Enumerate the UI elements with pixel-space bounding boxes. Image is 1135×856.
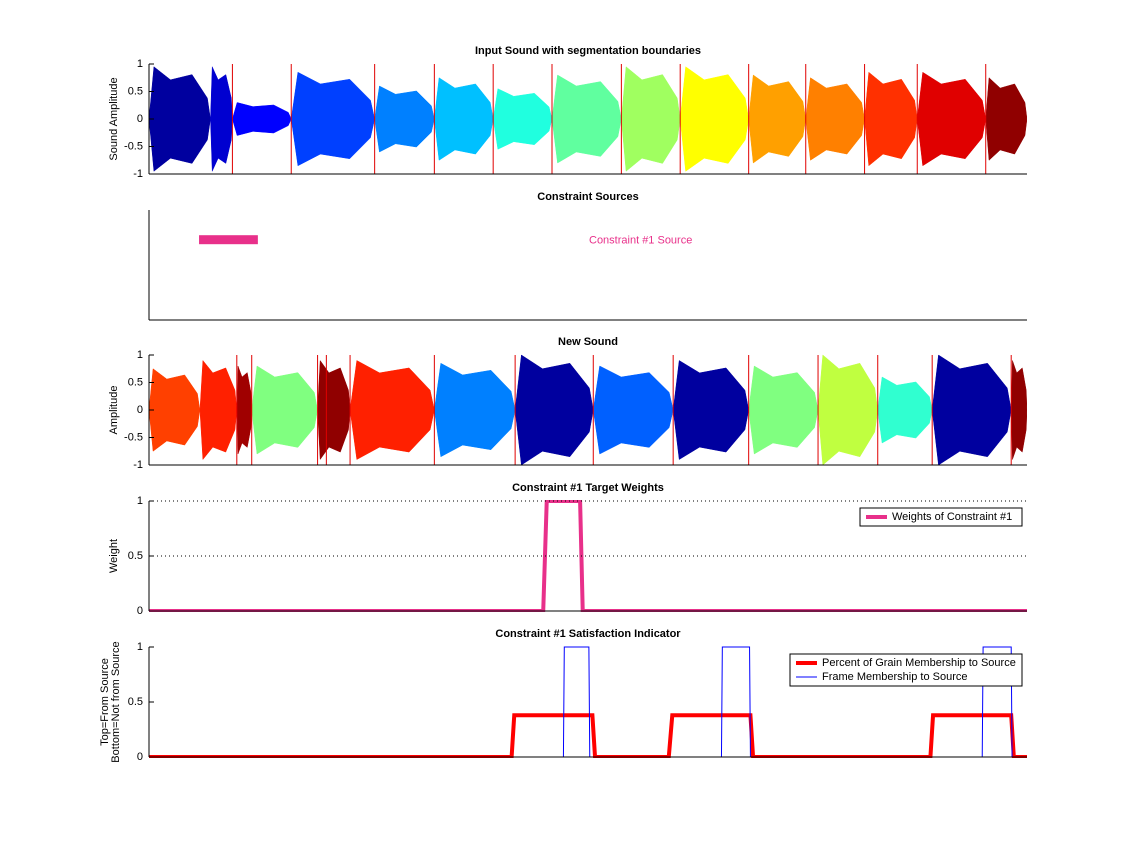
waveform-segment [621, 66, 681, 172]
waveform-segment [492, 88, 553, 150]
legend: Weights of Constraint #1 [859, 507, 1023, 527]
waveform-segment [916, 71, 986, 167]
waveform-segment [210, 66, 233, 172]
panel-title: Constraint #1 Target Weights [512, 482, 664, 494]
panel-title: Input Sound with segmentation boundaries [475, 45, 701, 57]
y-tick-label: 0.5 [128, 696, 143, 708]
waveform-segment [236, 365, 252, 455]
y-axis-label: Amplitude [108, 386, 120, 435]
y-tick-label: 0.5 [128, 376, 143, 388]
waveform-segment [593, 365, 674, 455]
waveform-segment [1010, 360, 1027, 460]
y-tick-label: 1 [137, 641, 143, 653]
waveform-segment [748, 74, 806, 164]
plot-area [149, 354, 1027, 466]
y-tick-label: 0.5 [128, 85, 143, 97]
waveform-segment [931, 354, 1012, 466]
waveform-segment [877, 376, 933, 444]
legend-label: Weights of Constraint #1 [892, 511, 1012, 523]
y-axis-label: Bottom=Not from Source [110, 641, 122, 762]
waveform-segment [551, 74, 622, 164]
y-axis-label: Top=From Source [99, 658, 111, 746]
waveform-segment [149, 66, 211, 172]
source-range [199, 235, 258, 245]
y-tick-label: 0 [137, 404, 143, 416]
panel-title: New Sound [558, 336, 618, 348]
waveform-segment [374, 85, 435, 153]
y-axis-label: Weight [108, 539, 120, 573]
waveform-segment [679, 66, 749, 172]
y-axis-label: Sound Amplitude [108, 77, 120, 160]
plot-area [149, 646, 1027, 758]
panel-title: Constraint #1 Satisfaction Indicator [495, 628, 681, 640]
waveform-segment [317, 359, 351, 461]
legend-box [859, 507, 1023, 527]
legend-label: Frame Membership to Source [822, 671, 968, 683]
source-label: Constraint #1 Source [589, 235, 692, 247]
waveform-segment [985, 77, 1027, 161]
legend-label: Percent of Grain Membership to Source [822, 657, 1016, 669]
waveform-segment [434, 362, 516, 458]
y-tick-label: 1 [137, 495, 143, 507]
waveform-segment [748, 365, 819, 455]
waveform-segment [817, 354, 878, 466]
y-tick-label: -0.5 [124, 431, 143, 443]
y-tick-label: 1 [137, 58, 143, 70]
legend-box [789, 653, 1023, 687]
waveform-segment [232, 102, 292, 136]
waveform-segment [672, 360, 749, 460]
y-tick-label: 0 [137, 113, 143, 125]
y-tick-label: 1 [137, 349, 143, 361]
legend: Percent of Grain Membership to Source Fra… [789, 653, 1023, 687]
waveform-segment [864, 71, 918, 167]
plot-area [149, 64, 1027, 174]
waveform-segment [434, 77, 494, 161]
waveform-segment [805, 77, 865, 161]
y-tick-label: 0.5 [128, 550, 143, 562]
waveform-segment [514, 354, 594, 466]
plot-area [199, 235, 258, 245]
y-tick-label: 0 [137, 605, 143, 617]
waveform-segment [199, 359, 238, 461]
y-tick-label: -0.5 [124, 140, 143, 152]
line-series [149, 713, 1027, 758]
y-tick-label: -1 [133, 168, 143, 180]
y-tick-label: 0 [137, 751, 143, 763]
y-tick-label: -1 [133, 459, 143, 471]
panel-title: Constraint Sources [537, 191, 638, 203]
waveform-segment [149, 368, 201, 452]
waveform-segment [290, 71, 375, 167]
waveform-segment [349, 360, 435, 460]
line-series [149, 646, 1027, 758]
waveform-segment [251, 365, 318, 455]
